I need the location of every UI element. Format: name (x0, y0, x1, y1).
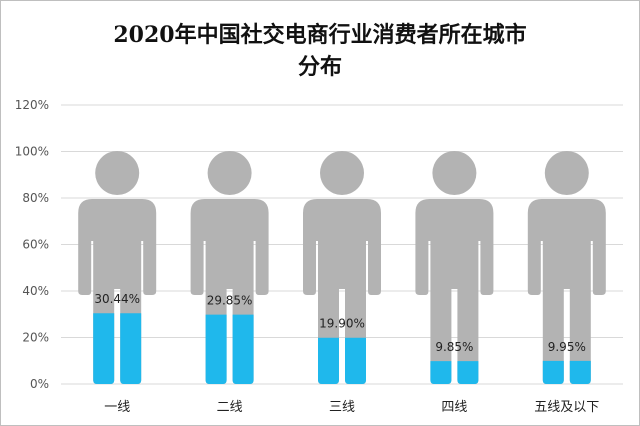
person-bar (303, 151, 381, 384)
y-tick-label: 20% (22, 331, 49, 345)
chart-title-line-2: 分布 (297, 54, 342, 80)
person-bar (190, 151, 269, 384)
person-body (527, 199, 606, 384)
person-head (95, 151, 140, 195)
y-tick-label: 100% (15, 145, 49, 159)
data-label: 9.95% (548, 340, 586, 354)
value-fill (93, 313, 142, 384)
person-head (320, 151, 364, 195)
fill-body (205, 314, 254, 384)
fill-body (542, 360, 591, 384)
x-category-label: 二线 (217, 400, 243, 415)
x-category-label: 五线及以下 (534, 400, 599, 415)
fill-body (430, 361, 479, 384)
fill-body (318, 337, 366, 384)
person-bar (78, 151, 157, 384)
x-category-label: 三线 (329, 400, 355, 415)
person-head (432, 151, 477, 195)
value-fill (205, 314, 254, 384)
data-label: 9.85% (435, 340, 473, 354)
y-tick-label: 120% (15, 98, 49, 112)
value-fill (430, 361, 479, 384)
value-fill (318, 337, 366, 384)
person-head (207, 151, 252, 195)
x-category-label: 四线 (441, 400, 467, 415)
y-tick-label: 0% (30, 377, 49, 391)
person-body (415, 199, 494, 384)
y-tick-label: 60% (22, 238, 49, 252)
fill-body (93, 313, 142, 384)
data-label: 29.85% (207, 294, 253, 308)
person-bar (527, 151, 606, 384)
data-label: 19.90% (319, 317, 365, 331)
y-tick-label: 40% (22, 284, 49, 298)
person-bar (415, 151, 494, 384)
person-head (544, 151, 589, 195)
value-fill (542, 360, 591, 384)
x-category-label: 一线 (104, 400, 130, 415)
y-tick-label: 80% (22, 191, 49, 205)
chart-title-line-1: 2020年中国社交电商行业消费者所在城市 (113, 22, 527, 48)
data-label: 30.44% (94, 292, 140, 306)
